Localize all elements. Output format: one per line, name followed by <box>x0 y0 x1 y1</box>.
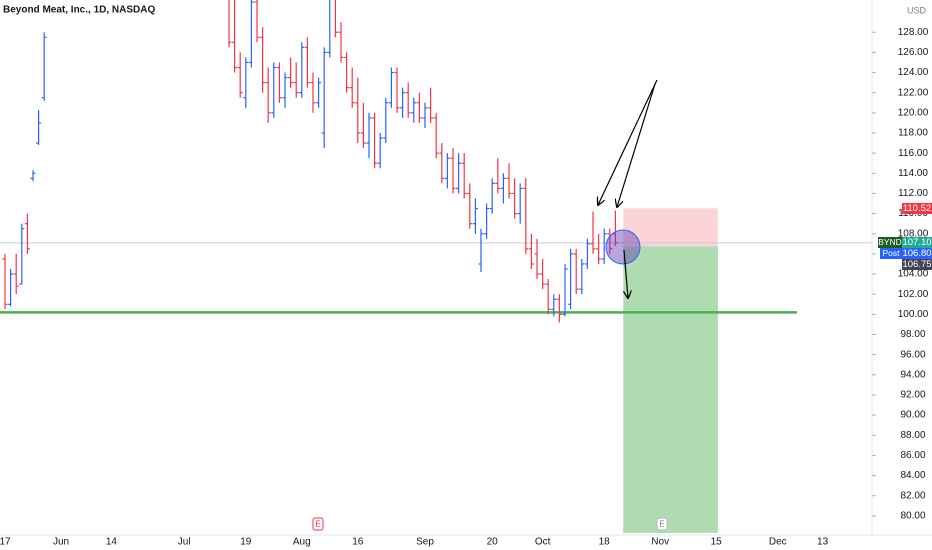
target-zone <box>623 246 718 533</box>
x-tick-label: 20 <box>487 537 499 548</box>
y-tick-label: 126.00 <box>898 47 929 58</box>
x-tick-label: 13 <box>817 537 829 548</box>
x-tick-label: Jul <box>178 537 191 548</box>
y-tick-label: 80.00 <box>900 510 925 521</box>
x-tick-label: Oct <box>535 537 551 548</box>
x-tick-label: 16 <box>352 537 364 548</box>
post-bg <box>880 248 902 259</box>
post-price-label-bg <box>902 248 932 259</box>
post-tag: Post <box>882 248 900 258</box>
y-tick-label: 102.00 <box>898 289 929 300</box>
earnings-marker <box>656 517 668 531</box>
post-price-label: 106.80 <box>902 248 931 259</box>
x-tick-label: 17 <box>0 537 11 548</box>
x-tick-label: Nov <box>651 537 669 548</box>
currency: USD <box>907 5 927 15</box>
y-tick-label: 104.00 <box>898 269 929 280</box>
earnings-marker <box>312 517 324 531</box>
x-tick-label: 18 <box>599 537 611 548</box>
highlight-circle <box>605 229 641 265</box>
y-tick-label: 122.00 <box>898 87 929 98</box>
x-tick-label: 14 <box>106 537 118 548</box>
arrow <box>617 83 656 207</box>
x-tick-label: Dec <box>769 537 787 548</box>
y-tick-label: 114.00 <box>898 168 928 179</box>
y-tick-label: 82.00 <box>900 490 925 501</box>
stop-price-label-bg <box>902 203 932 214</box>
earnings-label: E <box>315 520 320 529</box>
symbol-bg <box>878 237 902 248</box>
entry-price-label: 106.75 <box>902 259 931 270</box>
y-tick-label: 128.00 <box>898 27 929 38</box>
y-tick-label: 96.00 <box>900 349 925 360</box>
y-tick-label: 112.00 <box>898 188 928 199</box>
last-price-label: 107.10 <box>902 237 931 248</box>
x-tick-label: 15 <box>711 537 723 548</box>
y-tick-label: 90.00 <box>900 410 925 421</box>
y-tick-label: 118.00 <box>898 128 928 139</box>
x-tick-label: 19 <box>240 537 252 548</box>
y-tick-label: 84.00 <box>900 470 925 481</box>
entry-price-label-bg <box>902 259 932 270</box>
y-tick-label: 94.00 <box>900 369 925 380</box>
plot-area <box>0 0 872 533</box>
stop-price-label: 110.52 <box>903 203 931 214</box>
y-tick-label: 92.00 <box>900 390 925 401</box>
arrow <box>624 249 628 298</box>
y-tick-label: 98.00 <box>900 329 925 340</box>
x-tick-label: Aug <box>293 537 311 548</box>
y-tick-label: 108.00 <box>898 228 929 239</box>
chart-title: Beyond Meat, Inc., 1D, NASDAQ <box>3 5 155 16</box>
y-tick-label: 124.00 <box>898 67 929 78</box>
earnings-label: E <box>659 520 664 529</box>
arrow <box>598 79 658 205</box>
y-tick-label: 116.00 <box>898 148 928 159</box>
y-tick-label: 88.00 <box>900 430 925 441</box>
last-price-label-bg <box>902 237 932 248</box>
x-tick-label: Jun <box>53 537 69 548</box>
y-tick-label: 120.00 <box>898 107 929 118</box>
y-tick-label: 100.00 <box>898 309 929 320</box>
symbol-label: BYND <box>878 237 902 247</box>
y-tick-label: 86.00 <box>900 450 925 461</box>
x-tick-label: Sep <box>416 537 434 548</box>
